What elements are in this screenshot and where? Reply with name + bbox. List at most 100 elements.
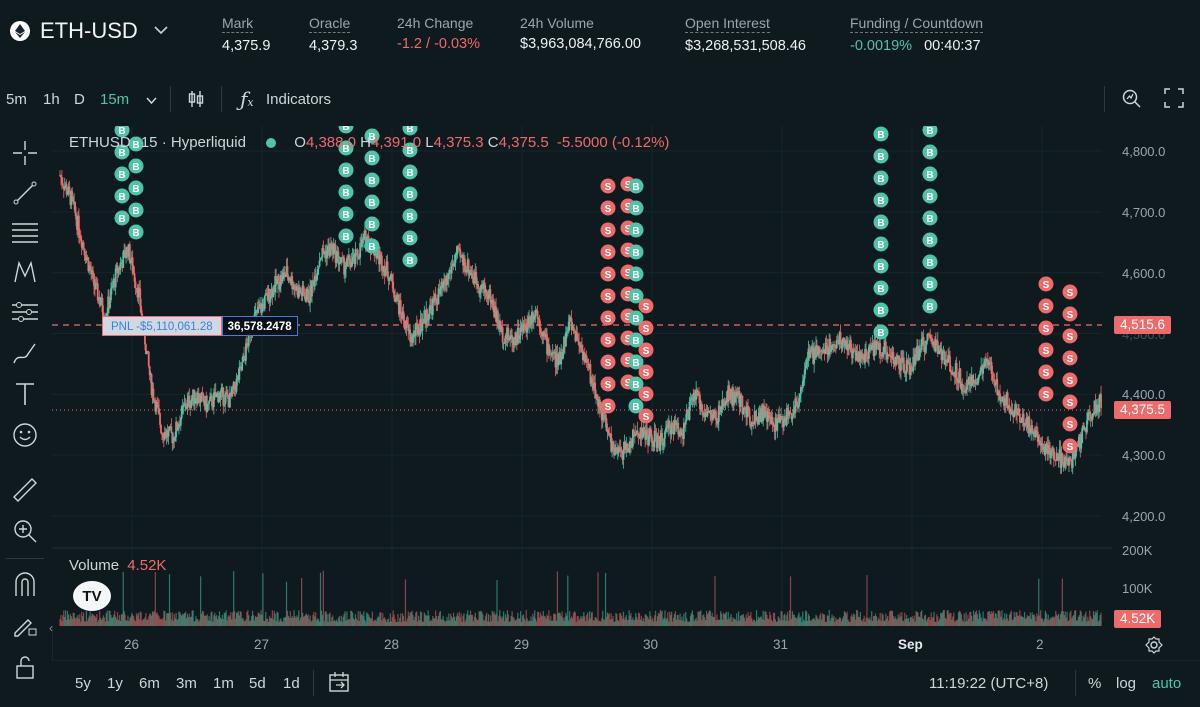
buy-marker[interactable]: B [114,126,130,138]
fib-icon[interactable] [8,217,42,247]
buy-marker[interactable]: B [873,148,889,164]
sell-marker[interactable]: S [600,354,616,370]
buy-marker[interactable]: B [873,126,889,142]
sell-marker[interactable]: S [1038,320,1054,336]
sell-marker[interactable]: S [638,386,654,402]
price-axis[interactable] [1112,126,1200,636]
sell-marker[interactable]: S [638,342,654,358]
indicators-button[interactable]: Indicators [266,91,332,108]
ruler-icon[interactable] [8,475,42,505]
magnet-icon[interactable] [8,570,42,600]
buy-marker[interactable]: B [873,302,889,318]
buy-marker[interactable]: B [922,232,938,248]
timeframe-d[interactable]: D [74,91,85,108]
sell-marker[interactable]: S [600,266,616,282]
buy-marker[interactable]: B [628,200,644,216]
buy-marker[interactable]: B [402,164,418,180]
sell-marker[interactable]: S [638,298,654,314]
text-icon[interactable] [8,379,42,409]
zoom-in-icon[interactable] [8,516,42,546]
buy-marker[interactable]: B [338,126,354,134]
sell-marker[interactable]: S [1062,306,1078,322]
sell-marker[interactable]: S [1062,350,1078,366]
buy-marker[interactable]: B [922,166,938,182]
buy-marker[interactable]: B [873,324,889,340]
buy-marker[interactable]: B [364,172,380,188]
sell-marker[interactable]: S [1062,328,1078,344]
forecast-icon[interactable] [8,297,42,327]
buy-marker[interactable]: B [922,144,938,160]
buy-marker[interactable]: B [628,354,644,370]
timeframe-1h[interactable]: 1h [43,91,60,108]
sell-marker[interactable]: S [600,332,616,348]
sell-marker[interactable]: S [600,310,616,326]
fx-icon[interactable]: ƒx [240,87,254,111]
chevron-down-icon[interactable] [154,22,168,40]
sell-marker[interactable]: S [1038,364,1054,380]
buy-marker[interactable]: B [873,170,889,186]
trendline-icon[interactable] [8,178,42,208]
buy-marker[interactable]: B [922,276,938,292]
buy-marker[interactable]: B [364,128,380,144]
buy-marker[interactable]: B [628,310,644,326]
buy-marker[interactable]: B [402,252,418,268]
buy-marker[interactable]: B [402,230,418,246]
buy-marker[interactable]: B [402,126,418,136]
buy-marker[interactable]: B [628,266,644,282]
sell-marker[interactable]: S [1038,386,1054,402]
buy-marker[interactable]: B [628,222,644,238]
sell-marker[interactable]: S [1062,438,1078,454]
buy-marker[interactable]: B [628,288,644,304]
buy-marker[interactable]: B [338,206,354,222]
sell-marker[interactable]: S [638,364,654,380]
pencil-lock-icon[interactable] [8,610,42,640]
sell-marker[interactable]: S [1062,394,1078,410]
buy-marker[interactable]: B [922,126,938,138]
buy-marker[interactable]: B [628,178,644,194]
buy-marker[interactable]: B [114,144,130,160]
clock[interactable]: 11:19:22 (UTC+8) [929,675,1049,692]
calendar-icon[interactable] [328,671,350,698]
sell-marker[interactable]: S [1062,372,1078,388]
buy-marker[interactable]: B [873,236,889,252]
buy-marker[interactable]: B [364,194,380,210]
buy-marker[interactable]: B [922,298,938,314]
buy-marker[interactable]: B [338,162,354,178]
buy-marker[interactable]: B [873,258,889,274]
buy-marker[interactable]: B [338,184,354,200]
sell-marker[interactable]: S [600,178,616,194]
crosshair-icon[interactable] [8,138,42,168]
range-5d[interactable]: 5d [249,675,266,692]
sell-marker[interactable]: S [600,244,616,260]
sell-marker[interactable]: S [638,408,654,424]
range-1m[interactable]: 1m [213,675,234,692]
candles-icon[interactable] [186,89,206,114]
range-5y[interactable]: 5y [75,675,91,692]
lock-icon[interactable] [8,652,42,682]
settings-icon[interactable] [1145,636,1163,659]
sell-marker[interactable]: S [600,376,616,392]
range-1d[interactable]: 1d [283,675,300,692]
buy-marker[interactable]: B [128,202,144,218]
buy-marker[interactable]: B [128,136,144,152]
buy-marker[interactable]: B [338,140,354,156]
sell-marker[interactable]: S [600,288,616,304]
range-6m[interactable]: 6m [139,675,160,692]
tradingview-logo[interactable]: TV [73,581,111,611]
buy-marker[interactable]: B [922,254,938,270]
buy-marker[interactable]: B [873,214,889,230]
position-label[interactable]: PNL -$5,110,061.28 36,578.2478 [102,316,298,336]
buy-marker[interactable]: B [338,228,354,244]
buy-marker[interactable]: B [128,180,144,196]
timeframe-5m[interactable]: 5m [6,91,27,108]
buy-marker[interactable]: B [364,150,380,166]
buy-marker[interactable]: B [128,158,144,174]
sell-marker[interactable]: S [600,398,616,414]
sell-marker[interactable]: S [1062,284,1078,300]
pair-selector[interactable]: ETH-USD [10,18,168,44]
buy-marker[interactable]: B [922,188,938,204]
buy-marker[interactable]: B [628,244,644,260]
range-3m[interactable]: 3m [176,675,197,692]
buy-marker[interactable]: B [402,208,418,224]
